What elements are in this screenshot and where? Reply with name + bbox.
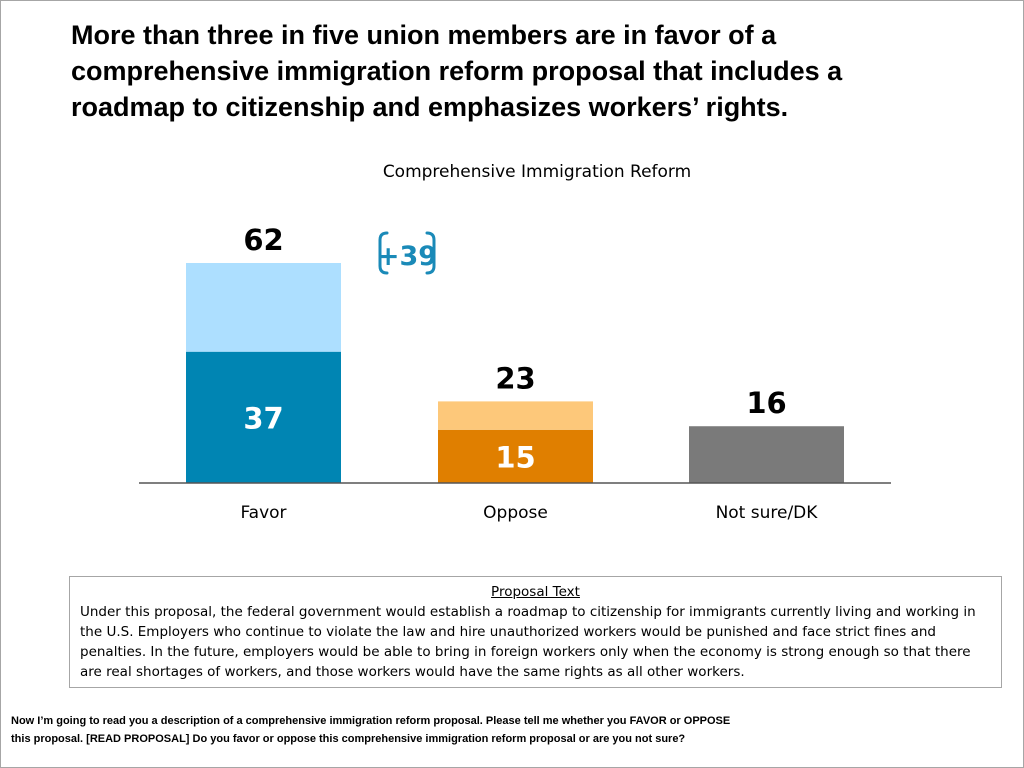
proposal-text-box: Proposal Text Under this proposal, the f… bbox=[69, 576, 1002, 688]
proposal-title: Proposal Text bbox=[491, 584, 580, 600]
net-bracket-left bbox=[378, 231, 389, 275]
net-difference-label: +39 bbox=[377, 241, 437, 272]
total-label-not-sure-dk: 16 bbox=[746, 386, 786, 420]
bar-favor-strong bbox=[186, 351, 341, 483]
chart-title: Comprehensive Immigration Reform bbox=[383, 162, 691, 182]
survey-question: Now I’m going to read you a description … bbox=[11, 715, 731, 745]
inner-label-favor: 37 bbox=[243, 401, 283, 435]
headline: More than three in five union members ar… bbox=[71, 20, 843, 122]
proposal-body: Under this proposal, the federal governm… bbox=[80, 604, 976, 680]
net-bracket-right bbox=[425, 231, 436, 275]
total-label-favor: 62 bbox=[243, 223, 283, 257]
bar-oppose-light bbox=[438, 401, 593, 430]
category-label-favor: Favor bbox=[240, 503, 286, 523]
bar-favor-light bbox=[186, 263, 341, 352]
category-label-not-sure-dk: Not sure/DK bbox=[716, 503, 819, 523]
total-label-oppose: 23 bbox=[495, 361, 535, 395]
inner-label-oppose: 15 bbox=[495, 440, 535, 474]
bar-chart: Comprehensive Immigration Reform 62 37 Favo… bbox=[139, 162, 891, 523]
bar-not-sure-dk-strong bbox=[689, 426, 844, 483]
category-label-oppose: Oppose bbox=[483, 503, 548, 523]
bar-oppose-strong bbox=[438, 429, 593, 483]
